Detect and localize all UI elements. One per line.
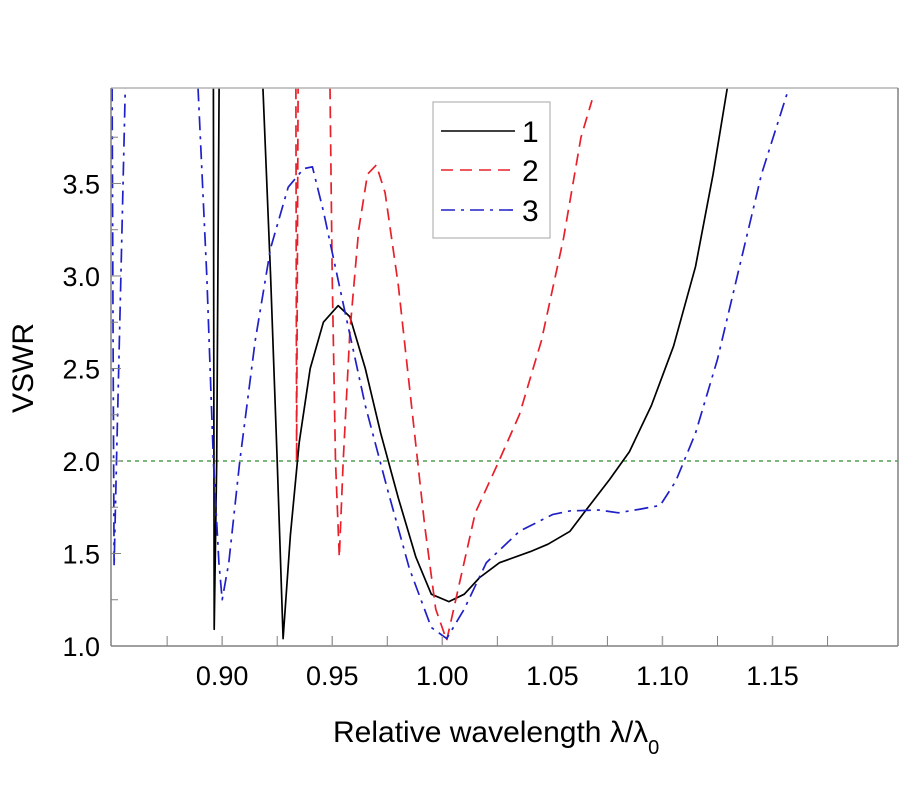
series-3-line — [111, 88, 127, 568]
y-tick-label: 3.5 — [62, 169, 100, 199]
y-tick-label: 1.0 — [62, 632, 100, 662]
x-tick-label: 1.15 — [746, 661, 799, 691]
series-2-line — [329, 88, 593, 642]
y-tick-label: 3.0 — [62, 262, 100, 292]
x-axis-label-subscript: 0 — [648, 737, 659, 759]
y-tick-label: 1.5 — [62, 539, 100, 569]
y-tick-label: 2.0 — [62, 447, 100, 477]
series-2-line — [295, 88, 299, 462]
y-axis-label: VSWR — [7, 323, 40, 413]
series-3-line — [197, 88, 789, 640]
tick-labels: 0.90 0.95 1.00 1.05 1.10 1.15 1.0 1.5 2.0 2.5 3.0 3… — [62, 169, 798, 691]
x-tick-label: 1.10 — [636, 661, 689, 691]
legend-label-3: 3 — [522, 195, 539, 228]
plot-frame — [110, 87, 899, 647]
legend-label-2: 2 — [522, 155, 539, 188]
legend: 1 2 3 — [432, 101, 551, 239]
x-axis-label-main: Relative wavelength λ/λ — [333, 716, 648, 749]
x-tick-label: 1.05 — [526, 661, 579, 691]
x-axis-label: Relative wavelength λ/λ0 — [333, 716, 659, 759]
x-tick-label: 0.90 — [196, 661, 249, 691]
legend-label-1: 1 — [522, 116, 539, 149]
x-tick-label: 1.00 — [416, 661, 469, 691]
x-tick-label: 0.95 — [306, 661, 359, 691]
series-1-line — [212, 88, 729, 640]
axis-ticks — [111, 136, 829, 647]
y-tick-label: 2.5 — [62, 354, 100, 384]
plot-lines — [111, 88, 898, 642]
